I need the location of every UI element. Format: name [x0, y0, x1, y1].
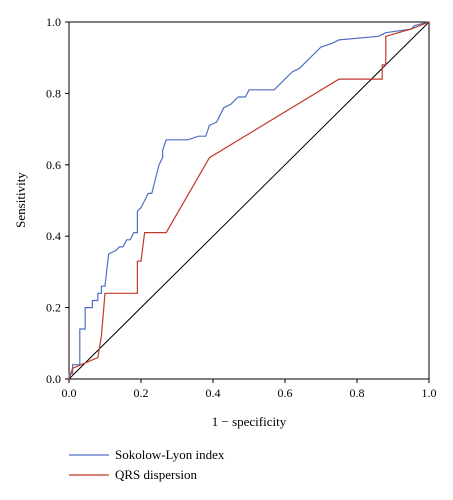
y-axis-ticks: 0.0 0.2 0.4 0.6 0.8 1.0 [46, 15, 69, 386]
series-line-sokolow-lyon-index [68, 21, 430, 379]
legend: Sokolow-Lyon index QRS dispersion [69, 447, 225, 482]
x-tick-label: 0.4 [206, 386, 221, 400]
legend-label-qrs-dispersion: QRS dispersion [115, 467, 197, 482]
x-tick-label: 0.2 [134, 386, 149, 400]
series-line-qrs-dispersion [68, 21, 430, 380]
plot-frame [68, 21, 430, 380]
y-tick-label: 0.2 [46, 301, 61, 315]
x-axis-ticks: 0.0 0.2 0.4 0.6 0.8 1.0 [62, 379, 437, 400]
y-tick-label: 0.8 [46, 86, 61, 100]
y-axis-title: Sensitivity [13, 172, 28, 228]
series-layer [68, 21, 430, 380]
y-tick-label: 0.6 [46, 158, 61, 172]
reference-diagonal-line [68, 21, 430, 380]
x-tick-label: 0.8 [350, 386, 365, 400]
legend-label-sokolow-lyon: Sokolow-Lyon index [115, 447, 225, 462]
x-axis-title: 1 − specificity [212, 414, 287, 429]
y-tick-label: 1.0 [46, 15, 61, 29]
y-tick-label: 0.4 [46, 229, 61, 243]
x-tick-label: 1.0 [422, 386, 437, 400]
y-tick-label: 0.0 [46, 372, 61, 386]
x-tick-label: 0.6 [278, 386, 293, 400]
x-tick-label: 0.0 [62, 386, 77, 400]
